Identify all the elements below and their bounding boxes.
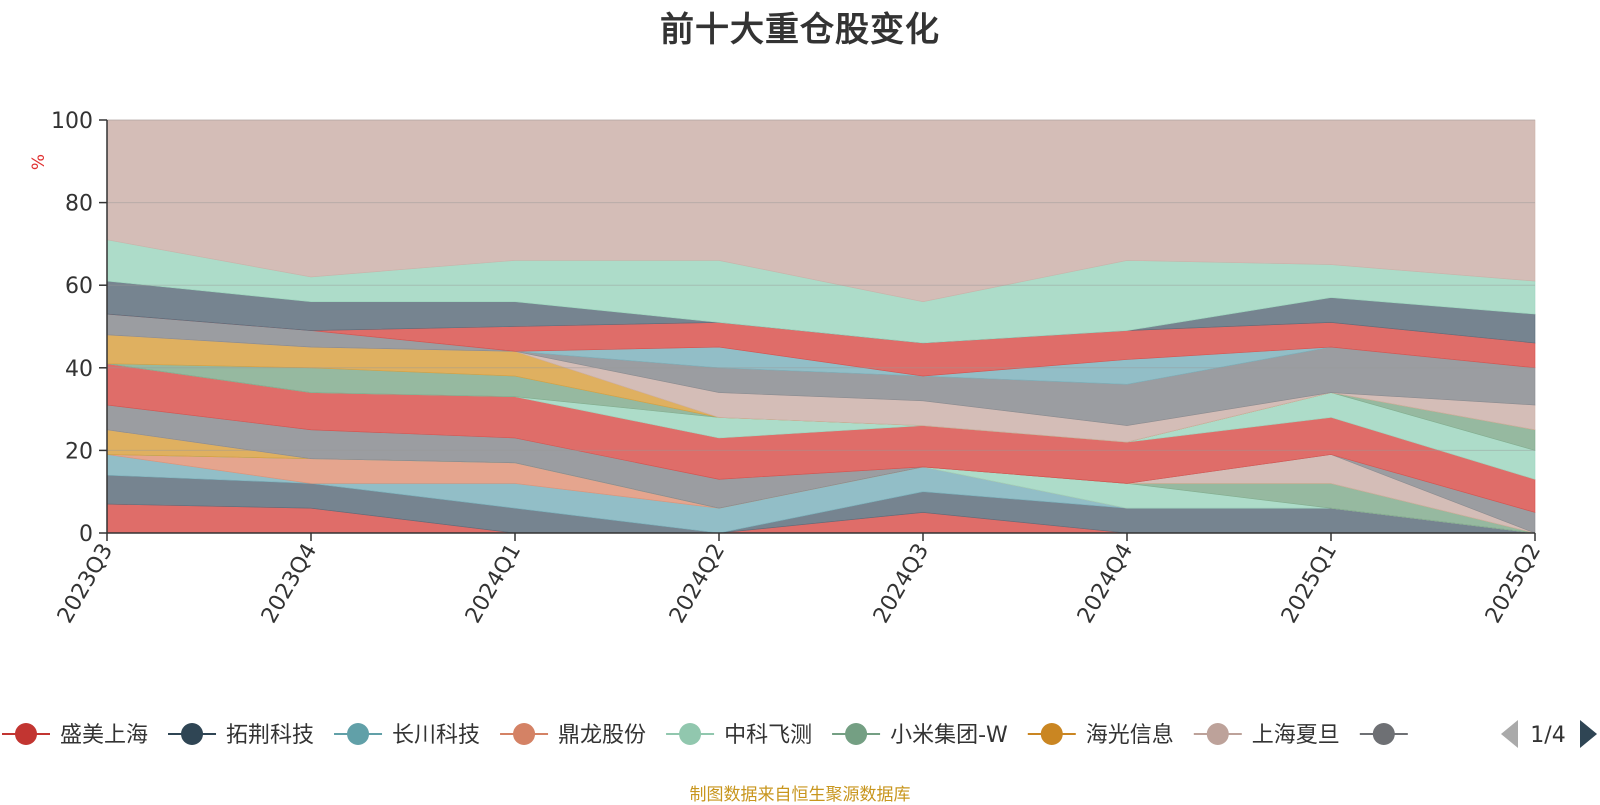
y-axis-label: % bbox=[29, 154, 49, 170]
y-tick-label: 100 bbox=[51, 109, 93, 134]
x-tick-label: 2024Q2 bbox=[665, 540, 730, 628]
legend-marker-icon bbox=[513, 723, 536, 745]
legend-label: 上海夏旦 bbox=[1252, 723, 1340, 748]
legend-item[interactable]: 拓荆科技 bbox=[168, 723, 314, 748]
legend-item[interactable]: 上海夏旦 bbox=[1193, 723, 1340, 748]
next-page-icon[interactable] bbox=[1580, 720, 1597, 748]
legend-marker-icon bbox=[679, 723, 702, 745]
legend-marker-icon bbox=[845, 723, 868, 745]
area-series-19 bbox=[106, 119, 1536, 303]
y-tick-label: 20 bbox=[65, 439, 93, 464]
legend-item[interactable]: 中科飞测 bbox=[666, 723, 812, 748]
x-tick-label: 2024Q4 bbox=[1073, 540, 1138, 628]
legend-clip bbox=[1454, 722, 1468, 748]
legend-label: 鼎龙股份 bbox=[558, 723, 646, 748]
prev-page-icon[interactable] bbox=[1501, 720, 1518, 748]
legend-label: 长川科技 bbox=[392, 723, 480, 748]
legend-label: 拓荆科技 bbox=[226, 723, 314, 748]
x-tick-label: 2024Q3 bbox=[869, 540, 934, 628]
legend-label: 中科飞测 bbox=[724, 723, 812, 748]
legend: 盛美上海 拓荆科技 长川科技 鼎龙股份 中科飞测 小米集团-W 海光信息 上海夏旦 1/4 bbox=[2, 720, 1597, 748]
legend-page-indicator: 1/4 bbox=[1530, 723, 1565, 748]
y-tick-label: 0 bbox=[79, 522, 93, 547]
y-tick-label: 80 bbox=[65, 192, 93, 217]
y-tick-label: 60 bbox=[65, 274, 93, 299]
source-note: 制图数据来自恒生聚源数据库 bbox=[689, 785, 911, 805]
legend-pager: 1/4 bbox=[1454, 720, 1597, 748]
x-tick-label: 2023Q4 bbox=[257, 540, 322, 628]
legend-marker-icon bbox=[347, 723, 370, 745]
legend-item[interactable]: 小米集团-W bbox=[832, 723, 1008, 748]
x-tick-label: 2025Q1 bbox=[1277, 540, 1342, 628]
x-tick-label: 2024Q1 bbox=[461, 540, 526, 628]
legend-item[interactable]: 盛美上海 bbox=[2, 723, 148, 748]
legend-label: 海光信息 bbox=[1086, 723, 1174, 748]
legend-item[interactable] bbox=[1359, 723, 1408, 745]
legend-item[interactable]: 长川科技 bbox=[334, 723, 480, 748]
legend-marker-icon bbox=[1206, 723, 1229, 745]
legend-label: 小米集团-W bbox=[890, 723, 1008, 748]
legend-marker-icon bbox=[15, 723, 37, 745]
plot-areas bbox=[106, 119, 1536, 534]
x-tick-label: 2023Q3 bbox=[53, 540, 118, 628]
chart-title: 前十大重仓股变化 bbox=[660, 10, 940, 50]
y-tick-label: 40 bbox=[65, 357, 93, 382]
legend-marker-icon bbox=[1372, 723, 1395, 745]
x-tick-label: 2025Q2 bbox=[1481, 540, 1546, 628]
legend-label: 盛美上海 bbox=[60, 723, 148, 748]
legend-item[interactable]: 鼎龙股份 bbox=[500, 723, 646, 748]
legend-marker-icon bbox=[181, 723, 204, 745]
legend-item[interactable]: 海光信息 bbox=[1027, 723, 1174, 748]
legend-marker-icon bbox=[1040, 723, 1063, 745]
